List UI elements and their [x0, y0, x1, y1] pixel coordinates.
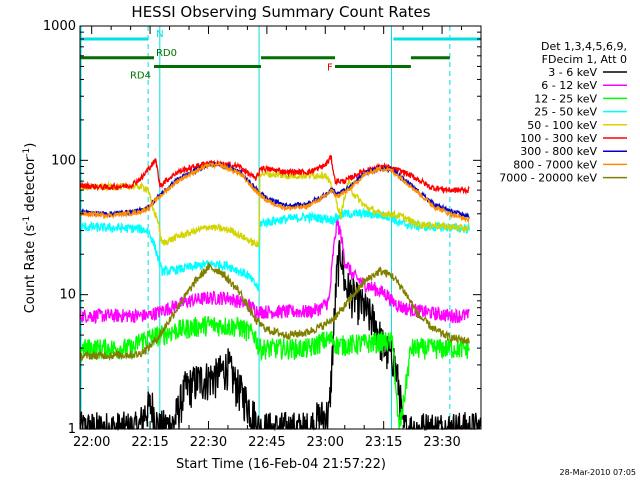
legend-entry-label: 12 - 25 keV	[534, 92, 597, 105]
series-12-25-kev	[79, 315, 470, 430]
x-tick-label: 23:15	[365, 435, 402, 450]
y-tick-label: 1	[68, 422, 76, 437]
legend-entry-label: 25 - 50 keV	[534, 106, 597, 119]
x-tick-label: 22:45	[248, 435, 285, 450]
series-group	[79, 154, 482, 432]
series-25-50-kev	[79, 207, 470, 291]
legend-header: Det 1,3,4,5,6,9,	[541, 40, 627, 53]
y-tick-label: 1000	[43, 19, 76, 34]
legend: Det 1,3,4,5,6,9,FDecim 1, Att 03 - 6 keV…	[499, 40, 627, 185]
legend-entry-label: 6 - 12 keV	[541, 79, 597, 92]
series-100-300-kev	[79, 154, 470, 195]
plot-frame	[79, 25, 482, 430]
series-800-7000-kev	[79, 160, 470, 224]
x-tick-label: 23:30	[423, 435, 460, 450]
x-tick-label: 22:00	[73, 435, 110, 450]
chart-title: HESSI Observing Summary Count Rates	[131, 3, 430, 21]
y-tick-label: 100	[51, 153, 76, 168]
legend-entry-label: 7000 - 20000 keV	[499, 172, 597, 185]
x-axis: 22:00 22:15 22:30 22:45 23:00 23:15 23:30	[73, 26, 482, 450]
x-axis-label: Start Time (16-Feb-04 21:57:22)	[176, 457, 386, 472]
legend-entry-label: 50 - 100 keV	[527, 119, 597, 132]
mode-bars: N F RD0 RD4	[80, 29, 481, 81]
legend-entry-label: 100 - 300 keV	[520, 132, 597, 145]
mode-bar-label: RD4	[130, 70, 151, 81]
legend-header: FDecim 1, Att 0	[542, 53, 627, 66]
legend-entry-label: 300 - 800 keV	[520, 145, 597, 158]
legend-entry-label: 3 - 6 keV	[548, 66, 597, 79]
y-axis-label: Count Rate (s-1 detector-1)	[22, 143, 38, 314]
mode-bar-label: N	[156, 29, 163, 40]
series-50-100-kev	[79, 169, 470, 248]
series-6-12-kev	[79, 216, 470, 325]
legend-entry-label: 800 - 7000 keV	[513, 158, 597, 171]
footer-timestamp: 28-Mar-2010 07:05	[560, 468, 637, 477]
y-axis: 1 10 100 1000	[43, 19, 481, 437]
x-tick-label: 22:15	[131, 435, 168, 450]
y-tick-label: 10	[59, 288, 76, 303]
mode-bar-label: F	[327, 62, 333, 73]
x-tick-label: 22:30	[190, 435, 227, 450]
mode-bar-label: RD0	[156, 48, 177, 59]
series-7000-20000-kev	[79, 261, 470, 363]
x-tick-label: 23:00	[307, 435, 344, 450]
